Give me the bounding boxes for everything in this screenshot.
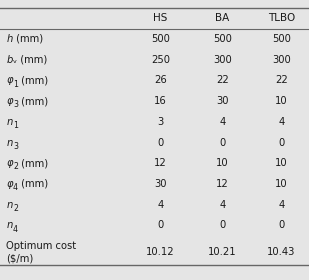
Text: 0: 0	[278, 220, 284, 230]
Text: 10: 10	[275, 96, 287, 106]
Text: 4: 4	[278, 200, 284, 210]
Text: 0: 0	[219, 137, 226, 148]
Text: 3: 3	[13, 100, 18, 109]
Text: 1: 1	[13, 121, 18, 130]
Text: Optimum cost
($/m): Optimum cost ($/m)	[6, 241, 76, 263]
Text: 1: 1	[13, 80, 18, 88]
Text: 30: 30	[216, 96, 229, 106]
Text: b: b	[6, 55, 13, 65]
Text: 2: 2	[13, 162, 18, 171]
Text: 4: 4	[13, 183, 18, 192]
Text: 12: 12	[154, 158, 167, 168]
Text: n: n	[6, 137, 13, 148]
Text: 3: 3	[13, 142, 18, 151]
Text: HS: HS	[154, 13, 168, 24]
Text: φ: φ	[6, 179, 13, 189]
Text: 4: 4	[158, 200, 164, 210]
Text: n: n	[6, 117, 13, 127]
Text: 10.21: 10.21	[208, 247, 237, 257]
Text: 22: 22	[216, 75, 229, 85]
Text: 2: 2	[13, 204, 18, 213]
Text: 10.12: 10.12	[146, 247, 175, 257]
Text: 0: 0	[158, 220, 164, 230]
Text: 10: 10	[275, 179, 287, 189]
Text: ᵥ (mm): ᵥ (mm)	[13, 55, 47, 65]
Text: 4: 4	[278, 117, 284, 127]
Text: 30: 30	[154, 179, 167, 189]
Text: 500: 500	[272, 34, 291, 44]
Text: 300: 300	[213, 55, 232, 65]
Text: 12: 12	[216, 179, 229, 189]
Text: TLBO: TLBO	[268, 13, 295, 24]
Text: 4: 4	[13, 225, 18, 234]
Text: 22: 22	[275, 75, 288, 85]
Text: n: n	[6, 200, 13, 210]
Text: 10: 10	[275, 158, 287, 168]
Text: (mm): (mm)	[18, 158, 48, 168]
Text: (mm): (mm)	[18, 96, 48, 106]
Text: 4: 4	[219, 117, 226, 127]
Text: 26: 26	[154, 75, 167, 85]
Text: (mm): (mm)	[18, 75, 48, 85]
Text: n: n	[6, 220, 13, 230]
Text: 500: 500	[213, 34, 232, 44]
Text: φ: φ	[6, 96, 13, 106]
Text: φ: φ	[6, 158, 13, 168]
Text: h: h	[6, 34, 13, 44]
Text: BA: BA	[215, 13, 230, 24]
Text: 250: 250	[151, 55, 170, 65]
Text: (mm): (mm)	[13, 34, 43, 44]
Text: 4: 4	[219, 200, 226, 210]
Text: φ: φ	[6, 75, 13, 85]
Text: 0: 0	[219, 220, 226, 230]
Text: 10.43: 10.43	[267, 247, 295, 257]
Text: 10: 10	[216, 158, 229, 168]
Text: 500: 500	[151, 34, 170, 44]
Text: 0: 0	[158, 137, 164, 148]
Text: 0: 0	[278, 137, 284, 148]
Text: (mm): (mm)	[18, 179, 48, 189]
Text: 300: 300	[272, 55, 290, 65]
Text: 16: 16	[154, 96, 167, 106]
Text: 3: 3	[158, 117, 164, 127]
